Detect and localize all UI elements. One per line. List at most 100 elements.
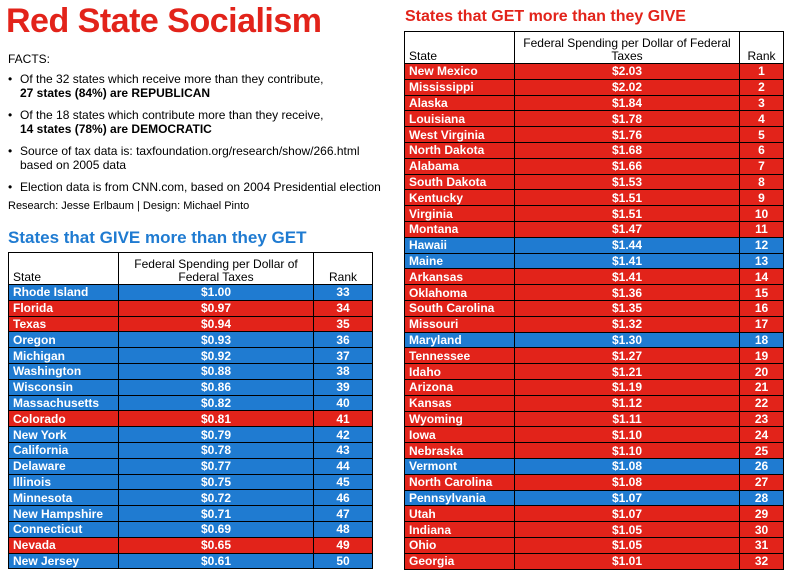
rank-cell: 24	[739, 426, 784, 444]
spending-cell: $1.05	[514, 521, 740, 538]
spending-cell: $1.07	[514, 505, 740, 523]
spending-cell: $1.27	[514, 347, 740, 365]
spending-cell: $1.21	[514, 363, 740, 380]
spending-cell: $1.05	[514, 536, 740, 554]
table-row: Kansas $1.12 22	[404, 394, 784, 412]
state-cell: South Carolina	[404, 299, 515, 317]
table-row: Illinois $0.75 45	[8, 473, 373, 491]
table-row: Arkansas $1.41 14	[404, 268, 784, 286]
state-cell: Minnesota	[8, 489, 119, 507]
spending-cell: $0.69	[118, 520, 314, 538]
fact-highlight: 27 states (84%) are REPUBLICAN	[20, 86, 211, 100]
give-table-body: Rhode Island $1.00 33 Florida $0.97 34 Texas $0…	[8, 284, 373, 570]
state-cell: Wisconsin	[8, 378, 119, 396]
state-cell: Washington	[8, 362, 119, 380]
state-cell: Montana	[404, 220, 515, 238]
rank-cell: 19	[739, 347, 784, 365]
table-row: Hawaii $1.44 12	[404, 236, 784, 254]
spending-cell: $0.71	[118, 505, 314, 522]
spending-cell: $0.92	[118, 347, 314, 364]
spending-cell: $0.86	[118, 378, 314, 396]
state-cell: Idaho	[404, 363, 515, 380]
spending-cell: $1.19	[514, 378, 740, 396]
state-cell: Missouri	[404, 315, 515, 333]
state-cell: New Jersey	[8, 552, 119, 570]
spending-cell: $1.30	[514, 331, 740, 349]
rank-cell: 41	[313, 410, 373, 428]
table-row: Wyoming $1.11 23	[404, 410, 784, 428]
state-cell: Georgia	[404, 552, 515, 570]
state-cell: Hawaii	[404, 236, 515, 254]
spending-cell: $1.51	[514, 189, 740, 207]
rank-cell: 38	[313, 362, 373, 380]
rank-cell: 21	[739, 378, 784, 396]
table-row: Michigan $0.92 37	[8, 347, 373, 364]
table-row: North Dakota $1.68 6	[404, 141, 784, 159]
rank-cell: 30	[739, 521, 784, 538]
rank-cell: 11	[739, 220, 784, 238]
state-cell: Texas	[8, 315, 119, 333]
table-row: West Virginia $1.76 5	[404, 126, 784, 143]
column-header-state: State	[404, 31, 515, 64]
table-row: Massachusetts $0.82 40	[8, 394, 373, 412]
table-row: Georgia $1.01 32	[404, 552, 784, 570]
give-table: State Federal Spending per Dollar of Fed…	[8, 252, 373, 570]
table-row: Florida $0.97 34	[8, 299, 373, 317]
state-cell: Alaska	[404, 94, 515, 112]
table-row: Utah $1.07 29	[404, 505, 784, 523]
rank-cell: 7	[739, 157, 784, 175]
table-row: Louisiana $1.78 4	[404, 110, 784, 128]
table-row: Iowa $1.10 24	[404, 426, 784, 444]
spending-cell: $1.10	[514, 442, 740, 459]
credit-line: Research: Jesse Erlbaum | Design: Michae…	[8, 200, 250, 212]
rank-cell: 46	[313, 489, 373, 507]
fact-highlight: 14 states (78%) are DEMOCRATIC	[20, 122, 212, 136]
table-row: Montana $1.47 11	[404, 220, 784, 238]
state-cell: New Hampshire	[8, 505, 119, 522]
table-row: Washington $0.88 38	[8, 362, 373, 380]
rank-cell: 50	[313, 552, 373, 570]
rank-cell: 35	[313, 315, 373, 333]
state-cell: Colorado	[8, 410, 119, 428]
rank-cell: 47	[313, 505, 373, 522]
table-row: California $0.78 43	[8, 441, 373, 459]
fact-item: Of the 18 states which contribute more t…	[8, 108, 393, 136]
table-row: Ohio $1.05 31	[404, 536, 784, 554]
spending-cell: $1.36	[514, 284, 740, 301]
rank-cell: 2	[739, 78, 784, 96]
facts-panel: FACTS: Of the 32 states which receive mo…	[8, 52, 393, 202]
spending-cell: $1.41	[514, 252, 740, 270]
spending-cell: $1.00	[118, 284, 314, 301]
rank-cell: 48	[313, 520, 373, 538]
state-cell: Oklahoma	[404, 284, 515, 301]
spending-cell: $1.01	[514, 552, 740, 570]
fact-item: Source of tax data is: taxfoundation.org…	[8, 144, 393, 172]
rank-cell: 22	[739, 394, 784, 412]
table-row: Arizona $1.19 21	[404, 378, 784, 396]
fact-text: Of the 32 states which receive more than…	[20, 72, 324, 86]
table-row: Oregon $0.93 36	[8, 331, 373, 349]
spending-cell: $1.12	[514, 394, 740, 412]
state-cell: Vermont	[404, 457, 515, 475]
rank-cell: 26	[739, 457, 784, 475]
rank-cell: 14	[739, 268, 784, 286]
spending-cell: $1.78	[514, 110, 740, 128]
facts-heading: FACTS:	[8, 52, 51, 66]
column-header-rank: Rank	[313, 252, 373, 285]
rank-cell: 32	[739, 552, 784, 570]
state-cell: Ohio	[404, 536, 515, 554]
fact-item: Of the 32 states which receive more than…	[8, 72, 393, 100]
rank-cell: 3	[739, 94, 784, 112]
spending-cell: $0.72	[118, 489, 314, 507]
state-cell: Indiana	[404, 521, 515, 538]
state-cell: Florida	[8, 299, 119, 317]
get-table-title: States that GET more than they GIVE	[405, 8, 686, 25]
column-header-spending: Federal Spending per Dollar of Federal T…	[118, 252, 314, 285]
rank-cell: 31	[739, 536, 784, 554]
rank-cell: 44	[313, 457, 373, 475]
rank-cell: 39	[313, 378, 373, 396]
table-row: Maryland $1.30 18	[404, 331, 784, 349]
spending-cell: $2.03	[514, 63, 740, 80]
state-cell: Nebraska	[404, 442, 515, 459]
spending-cell: $1.76	[514, 126, 740, 143]
